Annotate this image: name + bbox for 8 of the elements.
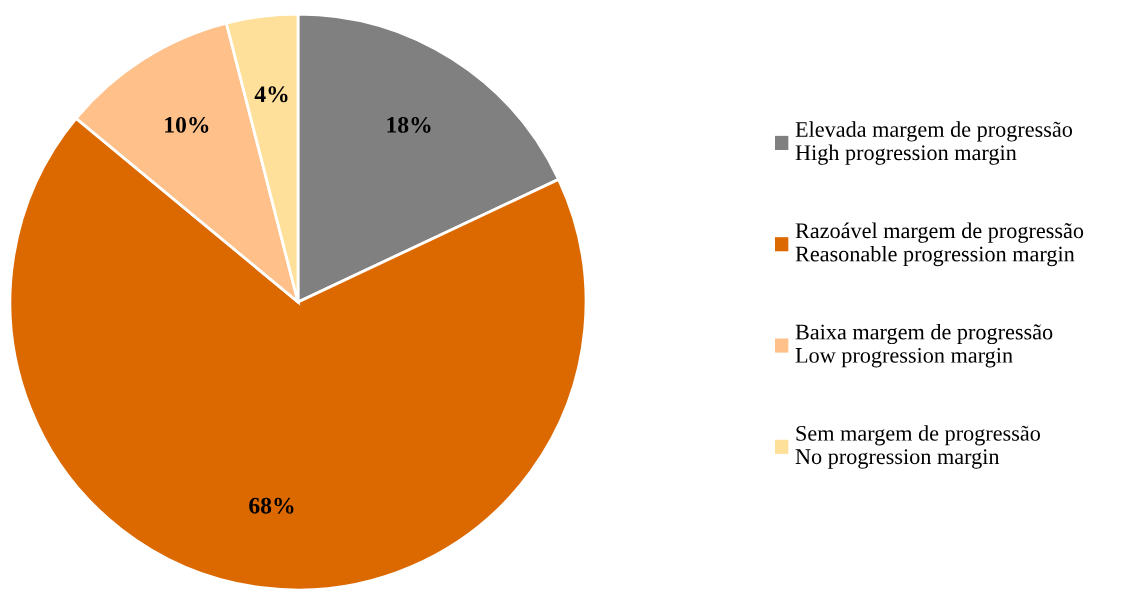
legend-label: Razoável margem de progressão Reasonable progression margin xyxy=(795,222,1084,267)
data-label: 68% xyxy=(249,497,294,514)
data-label: 18% xyxy=(387,116,431,133)
legend-label: Elevada margem de progressão High progression margin xyxy=(795,121,1073,165)
legend-label: Sem margem de progressão No progression margin xyxy=(795,425,1040,469)
legend-label: Baixa margem de progressão Low progression margin xyxy=(795,323,1053,368)
data-label: 4% xyxy=(254,86,288,103)
data-label: 10% xyxy=(165,116,209,133)
